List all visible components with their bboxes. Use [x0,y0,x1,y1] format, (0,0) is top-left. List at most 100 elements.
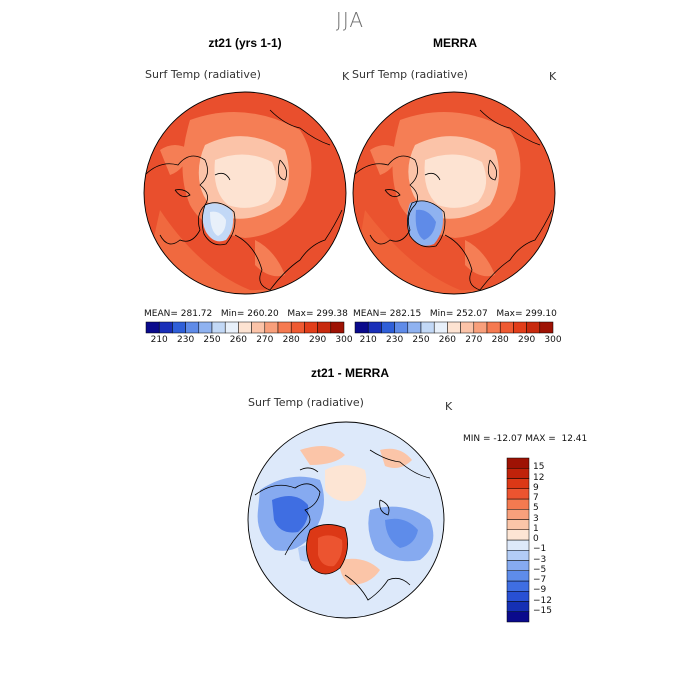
colorbar-swatch [506,560,530,571]
colorbar-swatch [211,321,226,334]
season-title: JJA [335,8,365,32]
mean-label: MEAN= [353,309,387,319]
colorbar-swatch [506,591,530,602]
stats-line: MEAN= 282.15 Min= 252.07 Max= 299.10 [353,309,557,319]
colorbar-swatch [506,468,530,479]
colorbar-swatch [354,321,369,334]
colorbar-swatch [264,321,279,334]
panel-title: zt21 - MERRA [310,366,389,380]
colorbar-tick-label: 230 [386,335,404,345]
colorbar-swatch [238,321,252,334]
colorbar-swatch [506,519,530,530]
min-value: 252.07 [456,309,488,319]
colorbar-swatch [506,611,530,623]
colorbar-swatch [381,321,395,334]
colorbar-swatch [185,321,200,334]
colorbar-swatch [506,478,530,489]
minmax-text: MIN = -12.07 MAX = 12.41 [463,434,588,444]
colorbar-tick-label: −5 [533,564,547,575]
colorbar-tick-label: 0 [533,534,539,544]
colorbar-swatch [539,321,554,334]
stats-line: MEAN= 281.72 Min= 260.20 Max= 299.38 [144,309,348,319]
colorbar-swatch [460,321,475,334]
colorbar-tick-label: −9 [533,585,547,596]
colorbar-swatch [251,321,266,334]
units-label: K [342,70,350,83]
colorbar-swatch [198,321,213,334]
colorbar-swatch [506,488,530,500]
colorbar-swatch [513,321,527,334]
mean-label: MEAN= [144,309,178,319]
colorbar-tick-label: 7 [533,493,539,503]
panel-title: zt21 (yrs 1-1) [208,36,282,50]
colorbar-tick-label: 270 [256,335,274,345]
colorbar-swatch [367,321,382,334]
colorbar-swatch [506,529,530,541]
colorbar-tick-label: 300 [335,335,353,345]
colorbar-tick-label: 270 [465,335,483,345]
colorbar-tick-label: 280 [282,335,300,345]
colorbar-tick-label: 5 [533,503,539,514]
max-label: Max= [287,309,314,319]
max-value: 299.38 [316,309,348,319]
colorbar [145,321,345,334]
colorbar-swatch [506,539,530,551]
colorbar-swatch [420,321,435,334]
colorbar-tick-label: 280 [491,335,509,345]
variable-label: Surf Temp (radiative) [145,68,261,81]
colorbar-swatch [224,321,239,334]
colorbar-swatch [447,321,461,334]
colorbar-tick-label: 210 [359,335,377,345]
variable-label: Surf Temp (radiative) [352,68,468,81]
colorbar-tick-label: 260 [438,335,456,345]
colorbar-tick-label: 290 [309,335,327,345]
colorbar-swatch [506,457,530,469]
colorbar-tick-label: −15 [533,605,552,616]
min-label: Min= [429,309,454,319]
units-label: K [549,70,557,83]
colorbar-tick-label: 250 [203,335,221,345]
colorbar-tick-label: 15 [533,462,545,473]
colorbar-swatch [290,321,305,334]
colorbar-swatch [506,550,530,561]
colorbar-tick-label: 3 [533,513,539,524]
colorbar-swatch [158,321,173,334]
colorbar [506,457,530,623]
colorbar-tick-label: 12 [533,472,545,483]
colorbar-tick-label: 1 [533,523,539,534]
colorbar-swatch [317,321,332,334]
colorbar-swatch [330,321,345,334]
units-label: K [445,400,453,413]
variable-label: Surf Temp (radiative) [248,396,364,409]
colorbar-swatch [506,509,530,520]
mean-value: 282.15 [389,309,422,319]
colorbar-tick-label: 210 [150,335,168,345]
colorbar-swatch [172,321,186,334]
mean-value: 281.72 [180,309,213,319]
colorbar-tick-label: 250 [412,335,430,345]
colorbar-swatch [433,321,448,334]
colorbar-tick-label: 260 [229,335,247,345]
min-label: Min= [220,309,245,319]
colorbar-tick-label: −12 [533,595,552,606]
colorbar-swatch [499,321,514,334]
colorbar-tick-label: 230 [177,335,195,345]
colorbar-swatch [407,321,422,334]
colorbar-swatch [506,498,530,510]
colorbar-tick-label: 290 [518,335,536,345]
max-value: 299.10 [525,309,557,319]
colorbar-tick-label: 300 [544,335,562,345]
colorbar-swatch [394,321,409,334]
colorbar-tick-label: −7 [533,575,547,585]
colorbar-tick-label: −3 [533,554,547,565]
max-label: Max= [496,309,523,319]
colorbar-swatch [526,321,541,334]
min-value: 260.20 [247,309,279,319]
colorbar [354,321,554,334]
colorbar-swatch [506,601,530,612]
colorbar-swatch [304,321,318,334]
colorbar-swatch [277,321,292,334]
colorbar-swatch [473,321,488,334]
colorbar-tick-label: −1 [533,544,547,555]
